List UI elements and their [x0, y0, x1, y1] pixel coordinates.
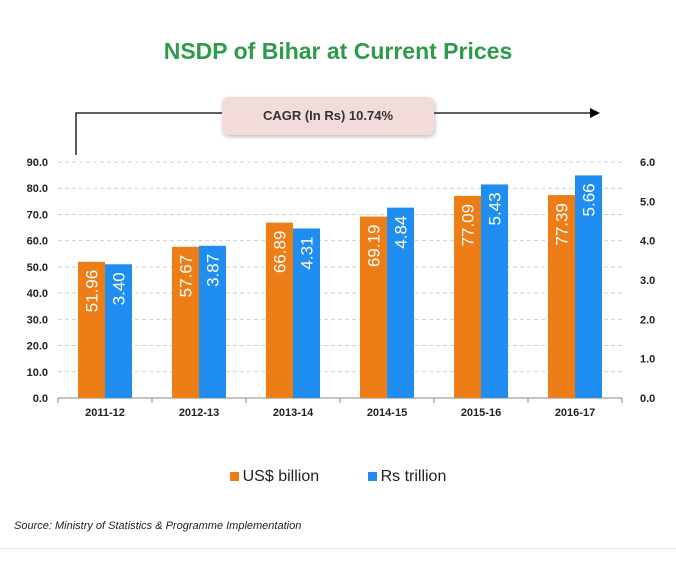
y-left-tick-label: 80.0: [27, 183, 48, 195]
arrow-head-icon: [590, 108, 600, 118]
y-right-tick-label: 1.0: [640, 354, 655, 366]
cagr-annotation: CAGR (In Rs) 10.74%: [222, 97, 434, 135]
x-tick-label: 2011-12: [85, 407, 125, 419]
data-label: 3.87: [204, 254, 223, 287]
y-left-tick-label: 20.0: [27, 341, 48, 353]
bar-usd: [548, 195, 575, 398]
divider: [0, 548, 676, 549]
y-right-tick-label: 3.0: [640, 275, 655, 287]
data-label: 77.09: [459, 204, 478, 247]
y-right-tick-label: 5.0: [640, 196, 655, 208]
bar-rs: [387, 207, 414, 398]
legend: US$ billion Rs trillion: [0, 468, 676, 486]
data-label: 77.39: [553, 203, 572, 246]
bar-usd: [78, 261, 105, 398]
y-left-tick-label: 30.0: [27, 314, 48, 326]
data-label: 4.31: [298, 236, 317, 269]
bar-rs: [293, 228, 320, 398]
bar-usd: [360, 216, 387, 398]
data-label: 51.96: [83, 270, 102, 313]
bar-rs: [575, 175, 602, 398]
chart-title: NSDP of Bihar at Current Prices: [163, 38, 513, 64]
y-left-tick-label: 60.0: [27, 236, 48, 248]
y-left-tick-label: 70.0: [27, 209, 48, 221]
y-left-tick-label: 50.0: [27, 262, 48, 274]
bar-usd: [172, 246, 199, 398]
data-label: 66.89: [271, 231, 290, 274]
y-right-tick-label: 0.0: [640, 393, 655, 405]
legend-swatch-usd: [229, 472, 239, 481]
x-tick-label: 2013-14: [273, 407, 314, 419]
data-label: 69.19: [365, 225, 384, 268]
y-right-tick-label: 4.0: [640, 236, 655, 248]
bar-rs: [105, 264, 132, 398]
y-right-tick-label: 6.0: [640, 157, 655, 169]
legend-label: Rs trillion: [380, 468, 447, 485]
bar-usd: [454, 195, 481, 398]
data-label: 3.40: [110, 272, 129, 305]
x-tick-label: 2016-17: [555, 407, 595, 419]
data-label: 4.84: [392, 216, 411, 249]
x-tick-label: 2012-13: [179, 407, 219, 419]
source-note: Source: Ministry of Statistics & Program…: [14, 520, 302, 532]
legend-item-usd: US$ billion: [229, 468, 320, 486]
bar-rs: [481, 184, 508, 398]
y-left-tick-label: 90.0: [27, 157, 48, 169]
y-left-tick-label: 40.0: [27, 288, 48, 300]
data-label: 5.66: [580, 183, 599, 216]
y-right-tick-label: 2.0: [640, 314, 655, 326]
data-label: 57.67: [177, 255, 196, 298]
bar-rs: [199, 245, 226, 398]
y-left-tick-label: 0.0: [33, 393, 48, 405]
x-tick-label: 2014-15: [367, 407, 407, 419]
y-left-tick-label: 10.0: [27, 367, 48, 379]
x-tick-label: 2015-16: [461, 407, 501, 419]
legend-label: US$ billion: [242, 468, 320, 485]
legend-swatch-rs: [367, 472, 377, 481]
legend-item-rs: Rs trillion: [367, 468, 447, 486]
bar-usd: [266, 222, 293, 398]
data-label: 5.43: [486, 192, 505, 225]
